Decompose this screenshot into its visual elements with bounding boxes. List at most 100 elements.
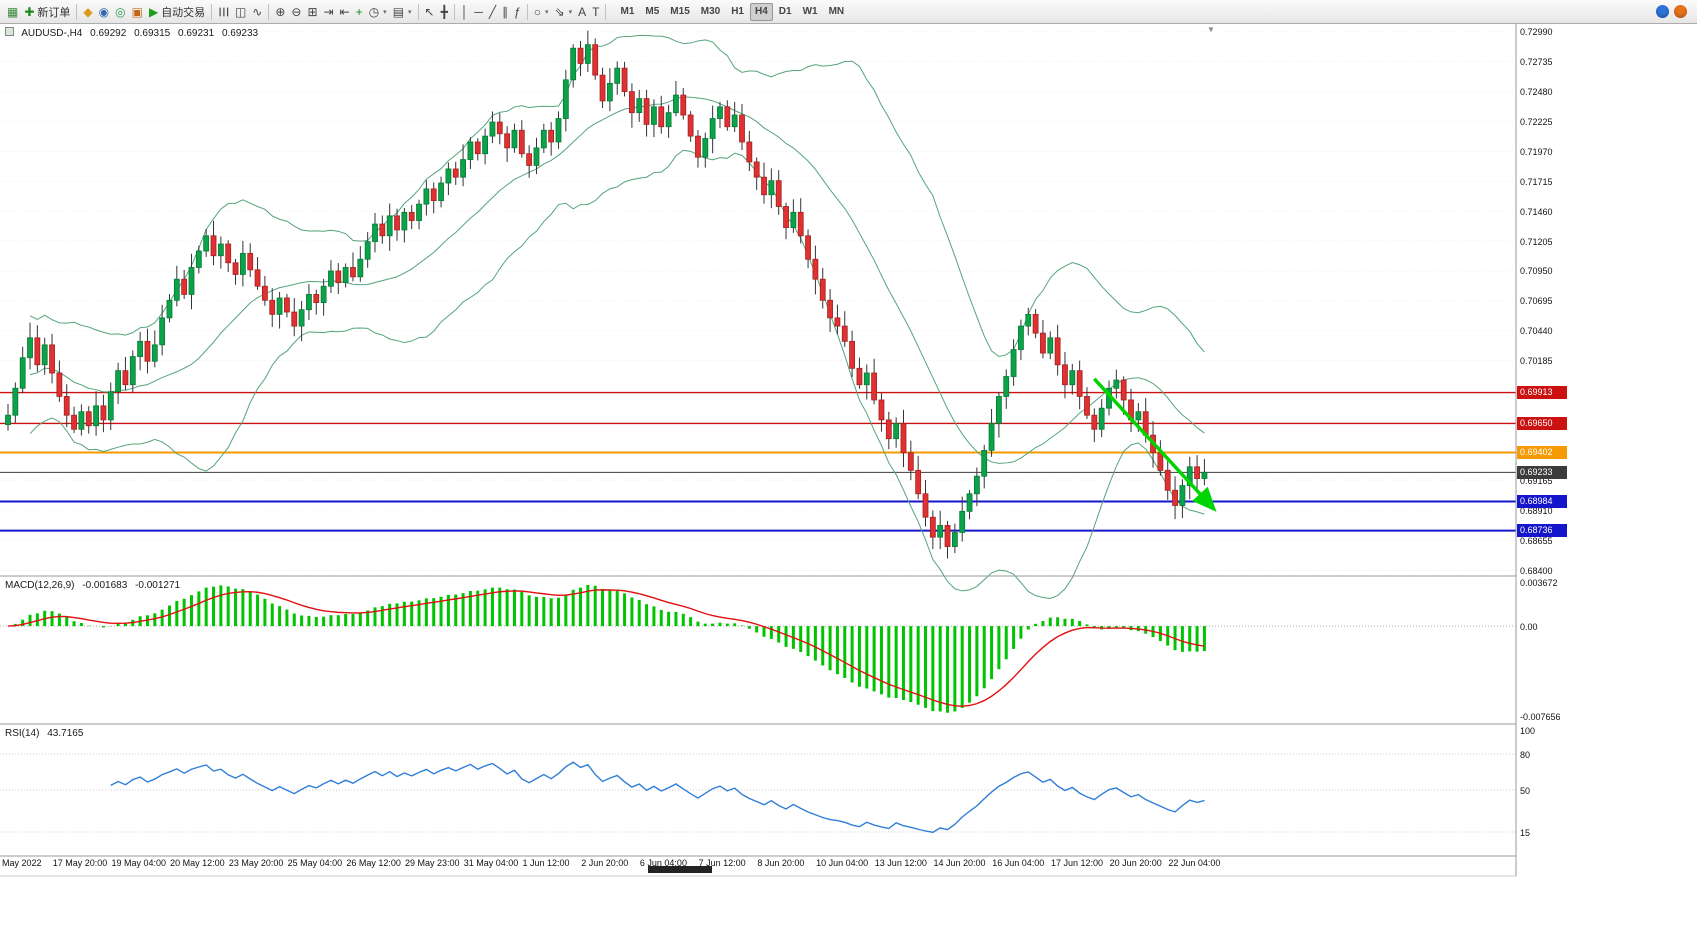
bar-chart-icon[interactable]: ☰ [215,2,232,22]
candle-body [709,118,716,139]
timeframe-m5[interactable]: M5 [645,5,660,17]
line-chart-icon[interactable]: ∿ [249,2,265,22]
candle-body [812,258,819,280]
candle-body [203,235,210,252]
candle-body [695,135,701,158]
candle-body [159,317,166,346]
candle-body [783,206,789,228]
timeframe-m30[interactable]: M30 [700,5,721,17]
timeframe-h1[interactable]: H1 [731,5,744,17]
crosshair-icon[interactable]: ╋ [438,2,451,22]
candle-body [49,344,55,374]
community-icon[interactable] [1656,5,1669,18]
chart-shift-marker-icon[interactable]: ▼ [1207,25,1215,34]
arrows-icon: ⇘ [554,4,565,19]
zoom-out-icon[interactable]: ⊖ [288,2,304,22]
templates-icon[interactable]: ▤ ▾ [390,2,415,22]
navigator-icon[interactable]: ◎ [112,2,128,22]
shapes-icon[interactable]: ○ ▾ [531,2,552,22]
crosshair-icon: ╋ [440,4,448,19]
timeframe-h4[interactable]: H4 [750,2,773,21]
candle-body [379,223,386,237]
candle-body [731,114,738,128]
chart-shift-icon[interactable]: ⇤ [337,2,353,22]
candle-body [100,405,107,421]
text-icon[interactable]: A [575,2,589,22]
candle-body [1135,411,1142,421]
candle-body [291,311,298,327]
candle-body [496,121,503,135]
cursor-icon[interactable]: ↖ [422,2,438,22]
candle-body [284,297,290,313]
candle-body [717,106,723,119]
trend-arrow[interactable] [1093,377,1217,512]
timeframe-m15[interactable]: M15 [670,5,690,17]
timeframe-m1[interactable]: M1 [620,5,635,17]
candle-body [452,168,459,178]
tile-windows-icon[interactable]: ⊞ [304,2,320,22]
chart-title: AUDUSD-,H4 0.69292 0.69315 0.69231 0.692… [5,27,263,39]
timeframe-d1[interactable]: D1 [778,5,792,17]
candle-body [511,129,518,149]
shapes-icon: ○ [533,4,542,19]
bollinger-middle-band[interactable] [29,96,1205,464]
indicators-list-icon[interactable]: + [353,2,366,22]
candle-body [1120,379,1127,401]
terminal-icon[interactable]: ▣ [129,2,146,22]
auto-scroll-icon[interactable]: ⇥ [321,2,337,22]
candle-body [996,396,1002,424]
vertical-line-icon[interactable]: │ [458,2,472,22]
horizontal-line-icon[interactable]: ─ [471,2,486,22]
candle-body [115,370,121,393]
candle-body [1003,376,1010,397]
candle-body [34,337,41,366]
bollinger-upper-band[interactable] [29,34,1205,358]
chart-shift-icon: ⇤ [339,4,350,19]
candle-body [1194,466,1200,479]
bollinger-lower-band[interactable] [29,149,1205,599]
toolbar-separator [76,3,78,20]
candle-body [893,423,900,440]
candle-body [107,391,114,421]
candle-body [819,278,826,301]
horizontal-scrollbar-thumb[interactable] [648,866,712,873]
text-label-icon[interactable]: T [589,2,602,22]
market-watch-icon[interactable]: ◉ [96,2,112,22]
new-chart-icon[interactable]: ▦ [4,2,21,22]
autotrading-button[interactable]: ▶ 自动交易 [146,2,208,22]
candle-body [1040,332,1046,354]
candle-body [27,337,33,359]
candle-body [173,278,180,301]
periods-icon[interactable]: ◷ ▾ [366,2,390,22]
candle-body [225,243,232,264]
autotrading-button-label: 自动交易 [161,6,206,19]
candle-body [151,344,158,362]
candle-body [423,188,430,205]
timeframe-mn[interactable]: MN [828,5,845,17]
alerts-icon[interactable] [1674,5,1687,18]
profiles-icon[interactable]: ◆ [80,2,95,22]
arrows-icon[interactable]: ⇘ ▾ [552,2,576,22]
text-icon: A [578,4,587,19]
timeframe-toolbar: M1 M5 M15 M30 H1 H4 D1 W1 MN [615,2,849,21]
candle-body [973,475,980,495]
periods-icon: ◷ [368,4,380,19]
fibonacci-icon[interactable]: ƒ [511,2,524,22]
new-chart-icon: ▦ [7,4,19,19]
zoom-out-icon: ⊖ [291,4,302,19]
trendline-icon[interactable]: ╱ [486,2,499,22]
candle-body [504,133,511,149]
new-order-button[interactable]: ✚ 新订单 [21,2,73,22]
timeframe-w1[interactable]: W1 [802,5,818,17]
zoom-in-icon[interactable]: ⊕ [272,2,288,22]
text-label-icon: T [592,4,600,19]
macd-header: MACD(12,26,9) -0.001683 -0.001271 [5,580,185,591]
candle-body [827,299,833,319]
candlestick-chart-icon[interactable]: ◫ [232,2,249,22]
candle-body [320,285,327,304]
candle-body [394,215,400,231]
main-toolbar: ▦ ✚ 新订单 ◆ ◉ ◎ ▣ ▶ 自动交易 ☰ ◫ ∿ ⊕ ⊖ ⊞ ⇥ ⇤ + ◷ ▾ ▤ ▾ ↖ ╋ │ ─ ╱ ∥ ƒ ○ ▾ ⇘ ▾ A T… [0,0,1697,24]
equidistant-channel-icon[interactable]: ∥ [499,2,511,22]
candlestick-chart-icon: ◫ [234,4,247,19]
